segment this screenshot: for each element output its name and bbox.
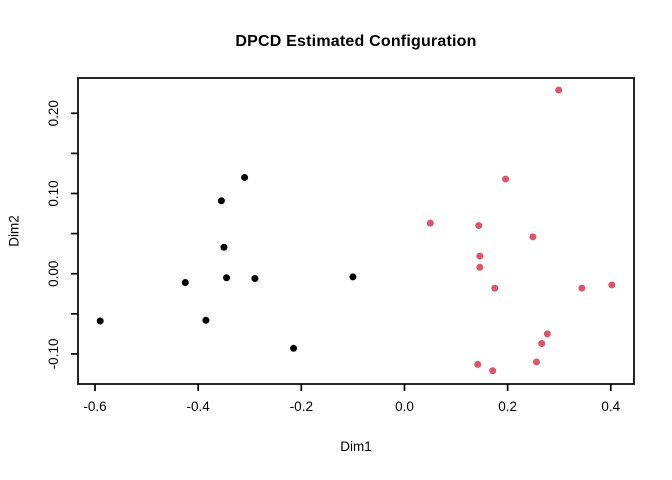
x-tick-label: -0.2 — [290, 399, 313, 414]
data-point-black-group — [223, 274, 231, 282]
data-point-rose-group — [476, 252, 484, 260]
chart-title: DPCD Estimated Configuration — [235, 33, 477, 50]
data-point-black-group — [241, 173, 249, 181]
x-axis-label: Dim1 — [340, 439, 372, 454]
x-tick-label: -0.6 — [83, 399, 106, 414]
data-point-rose-group — [533, 358, 541, 366]
data-point-rose-group — [476, 263, 484, 271]
y-tick-label: 0.20 — [46, 100, 61, 126]
data-point-black-group — [217, 197, 225, 205]
x-tick-label: 0.4 — [601, 399, 620, 414]
data-point-rose-group — [502, 175, 510, 183]
data-point-rose-group — [474, 360, 482, 368]
data-point-black-group — [349, 273, 357, 281]
data-point-black-group — [181, 279, 189, 287]
data-point-black-group — [251, 275, 259, 283]
data-point-rose-group — [475, 222, 483, 230]
data-point-rose-group — [578, 284, 586, 292]
data-point-black-group — [96, 317, 104, 325]
y-tick-label: 0.10 — [46, 180, 61, 206]
data-point-rose-group — [538, 339, 546, 347]
y-tick-label: 0.00 — [46, 261, 61, 287]
data-point-black-group — [220, 243, 228, 251]
x-tick-label: -0.4 — [187, 399, 211, 414]
y-axis-label: Dim2 — [6, 215, 22, 247]
x-tick-label: 0.0 — [395, 399, 414, 414]
data-point-rose-group — [491, 284, 499, 292]
data-point-black-group — [290, 344, 298, 352]
plot-border — [77, 77, 635, 385]
data-point-rose-group — [529, 233, 537, 241]
x-tick-label: 0.2 — [498, 399, 517, 414]
data-point-rose-group — [608, 281, 616, 289]
data-point-rose-group — [543, 330, 551, 338]
data-point-rose-group — [489, 367, 497, 375]
data-point-rose-group — [426, 219, 434, 227]
data-point-black-group — [202, 316, 210, 324]
data-point-rose-group — [555, 86, 563, 94]
y-tick-label: -0.10 — [46, 339, 61, 370]
